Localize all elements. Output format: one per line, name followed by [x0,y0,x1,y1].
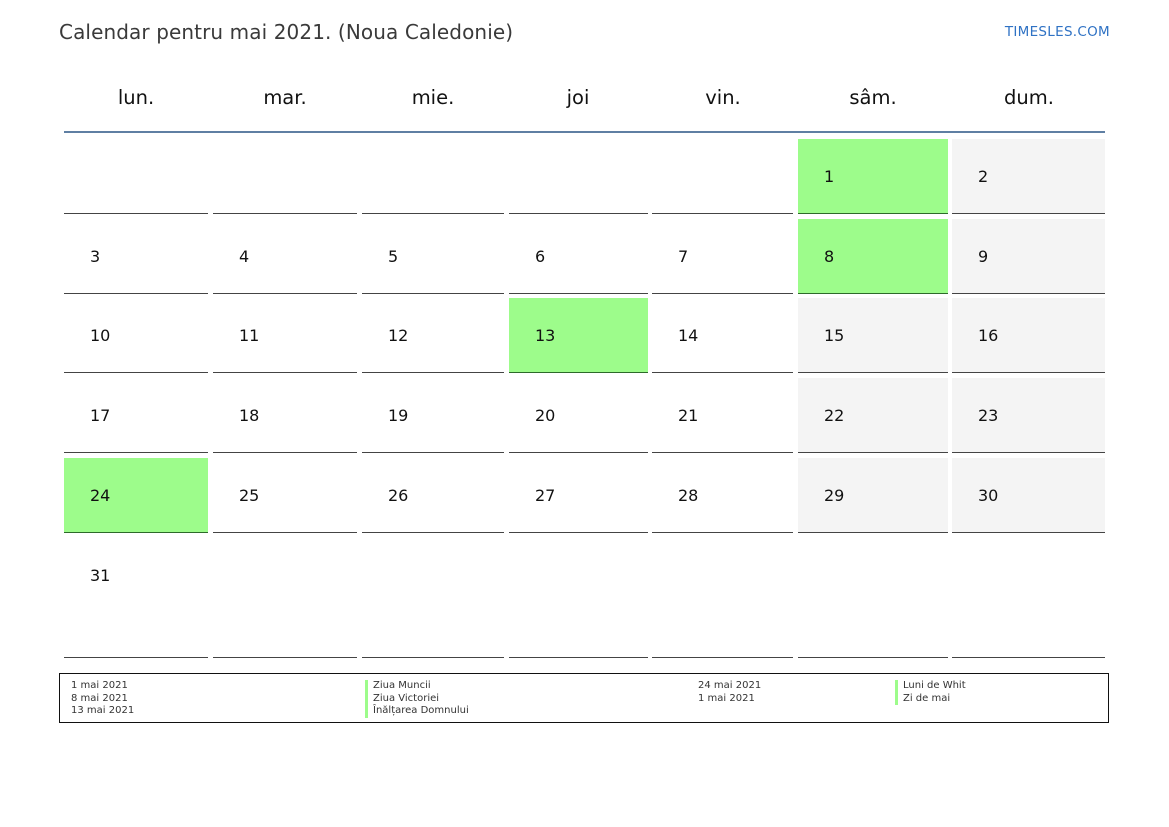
legend-date: 24 mai 2021 [698,680,762,691]
legend-date: 1 mai 2021 [698,692,755,704]
day-number: 16 [978,326,999,345]
empty-day-cell [509,538,648,658]
day-cell[interactable]: 27 [509,458,648,533]
day-number: 18 [239,406,260,425]
day-number: 8 [824,247,835,266]
day-number: 11 [239,326,260,345]
weekday-label: mar. [263,86,307,109]
empty-day-cell [652,139,793,214]
day-cell[interactable]: 7 [652,219,793,294]
legend-holiday-name: Zi de mai [895,692,966,705]
day-cell[interactable]: 11 [213,298,357,373]
empty-day-cell [213,139,357,214]
page-title: Calendar pentru mai 2021. (Noua Caledoni… [59,20,514,44]
holiday-day-cell[interactable]: 13 [509,298,648,373]
empty-day-cell [213,538,357,658]
day-number: 29 [824,486,845,505]
legend-holiday-name: Înălțarea Domnului [365,705,469,718]
day-cell[interactable]: 16 [952,298,1105,373]
day-number: 21 [678,406,699,425]
empty-day-cell [509,139,648,214]
day-number: 17 [90,406,111,425]
empty-day-cell [362,538,504,658]
weekday-label: lun. [117,86,155,109]
holiday-day-cell[interactable]: 8 [798,219,948,294]
day-number: 22 [824,406,845,425]
day-number: 9 [978,247,989,266]
day-number: 12 [388,326,409,345]
day-cell[interactable]: 19 [362,378,504,453]
weekday-label: joi [566,86,590,109]
legend-date: 1 mai 2021 [71,680,128,691]
day-number: 7 [678,247,689,266]
legend-names-column-2: Luni de Whit Zi de mai [895,680,966,705]
day-cell[interactable]: 23 [952,378,1105,453]
day-number: 19 [388,406,409,425]
day-number: 20 [535,406,556,425]
empty-day-cell [64,139,208,214]
day-cell[interactable]: 5 [362,219,504,294]
day-cell[interactable]: 26 [362,458,504,533]
day-cell[interactable]: 18 [213,378,357,453]
day-cell[interactable]: 14 [652,298,793,373]
empty-day-cell [652,538,793,658]
day-cell[interactable]: 31 [64,538,208,658]
legend-date: 13 mai 2021 [71,705,135,716]
legend-holiday-name: Luni de Whit [895,680,966,693]
weekday-label: sâm. [849,86,897,109]
holiday-day-cell[interactable]: 24 [64,458,208,533]
day-cell[interactable]: 6 [509,219,648,294]
weekday-label: vin. [705,86,741,109]
weekday-label: mie. [411,86,455,109]
day-number: 24 [90,486,111,505]
day-cell[interactable]: 21 [652,378,793,453]
day-cell[interactable]: 29 [798,458,948,533]
day-number: 1 [824,167,835,186]
day-cell[interactable]: 9 [952,219,1105,294]
day-number: 31 [90,566,111,585]
day-number: 14 [678,326,699,345]
empty-day-cell [362,139,504,214]
day-number: 28 [678,486,699,505]
day-cell[interactable]: 10 [64,298,208,373]
day-number: 23 [978,406,999,425]
day-cell[interactable]: 4 [213,219,357,294]
holiday-day-cell[interactable]: 1 [798,139,948,214]
header-divider [64,131,1105,133]
day-number: 26 [388,486,409,505]
day-number: 15 [824,326,845,345]
weekday-label: dum. [1004,86,1054,109]
day-cell[interactable]: 17 [64,378,208,453]
day-number: 6 [535,247,546,266]
day-cell[interactable]: 20 [509,378,648,453]
day-number: 10 [90,326,111,345]
empty-day-cell [952,538,1105,658]
day-number: 3 [90,247,101,266]
day-cell[interactable]: 22 [798,378,948,453]
legend-dates-column-1: 1 mai 2021 8 mai 2021 13 mai 2021 [71,680,134,718]
day-cell[interactable]: 30 [952,458,1105,533]
day-number: 2 [978,167,989,186]
legend-holiday-name: Ziua Muncii [365,680,469,693]
day-number: 5 [388,247,399,266]
legend-dates-column-2: 24 mai 2021 1 mai 2021 [698,680,761,705]
empty-day-cell [798,538,948,658]
day-cell[interactable]: 25 [213,458,357,533]
day-number: 30 [978,486,999,505]
day-number: 13 [535,326,556,345]
holiday-legend: 1 mai 2021 8 mai 2021 13 mai 2021 Ziua Mun… [59,673,1109,723]
day-cell[interactable]: 2 [952,139,1105,214]
day-number: 4 [239,247,250,266]
day-number: 27 [535,486,556,505]
day-cell[interactable]: 3 [64,219,208,294]
day-cell[interactable]: 28 [652,458,793,533]
day-cell[interactable]: 12 [362,298,504,373]
brand-link[interactable]: TIMESLES.COM [1004,24,1110,40]
day-number: 25 [239,486,260,505]
day-cell[interactable]: 15 [798,298,948,373]
legend-names-column-1: Ziua Muncii Ziua Victoriei Înălțarea Domnu… [365,680,469,718]
legend-date: 8 mai 2021 [71,692,128,704]
legend-holiday-name: Ziua Victoriei [365,692,469,705]
